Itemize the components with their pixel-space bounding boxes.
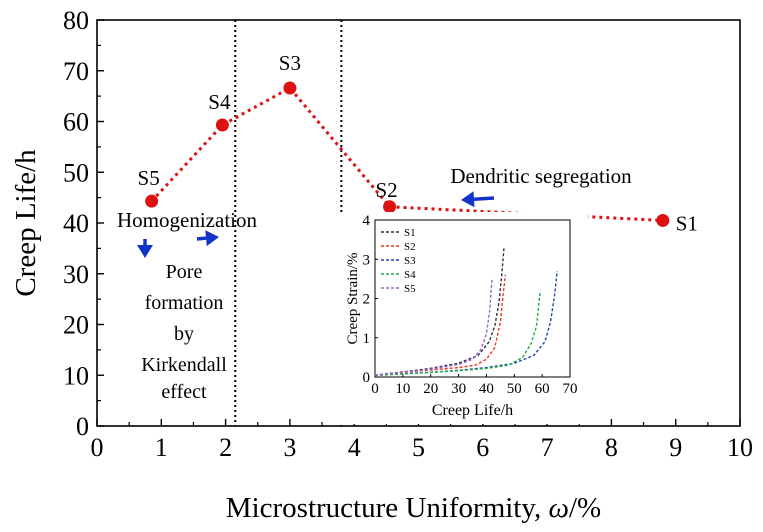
x-tick-label: 4 bbox=[348, 433, 361, 462]
annotation-homogenization: Homogenization bbox=[117, 208, 257, 232]
arrow-head bbox=[461, 191, 475, 208]
inset-y-tick-label: 2 bbox=[363, 292, 371, 308]
arrow-shaft bbox=[196, 236, 207, 241]
arrow-shaft bbox=[473, 196, 495, 201]
annotation-pore-line: effect bbox=[161, 381, 207, 403]
data-point bbox=[283, 81, 297, 95]
arrow-down-icon bbox=[137, 239, 153, 258]
annotation-pore-line: Kirkendall bbox=[141, 354, 227, 376]
arrow-head bbox=[137, 245, 153, 258]
y-tick-label: 0 bbox=[76, 412, 89, 441]
inset-x-tick-label: 0 bbox=[371, 381, 379, 397]
point-label-s1: S1 bbox=[676, 211, 698, 235]
x-tick-label: 0 bbox=[91, 433, 104, 462]
inset-y-axis-title: Creep Strain/% bbox=[345, 252, 361, 344]
annotation-pore-line: formation bbox=[145, 292, 224, 314]
y-tick-label: 60 bbox=[63, 108, 89, 137]
data-point bbox=[145, 194, 159, 208]
data-point bbox=[383, 200, 397, 214]
inset-y-tick-label: 0 bbox=[363, 370, 371, 386]
arrow-head bbox=[205, 230, 219, 247]
data-point bbox=[215, 118, 229, 132]
y-tick-label: 30 bbox=[63, 260, 89, 289]
y-tick-label: 70 bbox=[63, 57, 89, 86]
y-tick-label: 50 bbox=[63, 158, 89, 187]
inset-x-tick-label: 50 bbox=[507, 381, 522, 397]
data-point bbox=[656, 213, 670, 227]
inset-legend-label: S4 bbox=[404, 269, 416, 281]
arrow-left-icon bbox=[461, 191, 495, 208]
inset-legend-label: S3 bbox=[404, 255, 416, 267]
inset-x-tick-label: 70 bbox=[563, 381, 578, 397]
y-tick-label: 20 bbox=[63, 311, 89, 340]
inset-x-tick-label: 30 bbox=[451, 381, 466, 397]
series-line bbox=[150, 86, 663, 222]
x-axis-title: Microstructure Uniformity, ω/% bbox=[226, 492, 601, 524]
inset-x-tick-label: 60 bbox=[535, 381, 550, 397]
inset-y-tick-label: 3 bbox=[363, 252, 371, 268]
x-tick-label: 6 bbox=[476, 433, 489, 462]
inset-x-tick-label: 40 bbox=[479, 381, 494, 397]
annotation-dendritic: Dendritic segregation bbox=[450, 164, 632, 188]
inset-legend-label: S2 bbox=[404, 241, 416, 253]
y-axis-title: Creep Life/h bbox=[10, 149, 42, 297]
point-label-s4: S4 bbox=[208, 90, 231, 114]
inset-x-tick-label: 20 bbox=[423, 381, 438, 397]
inset-legend-label: S1 bbox=[404, 227, 416, 239]
arrow-right-icon bbox=[196, 230, 219, 247]
inset-background bbox=[337, 212, 588, 424]
inset-legend-label: S5 bbox=[404, 283, 416, 295]
x-tick-label: 2 bbox=[219, 433, 232, 462]
point-label-s2: S2 bbox=[375, 178, 397, 202]
point-label-s3: S3 bbox=[279, 51, 301, 75]
x-tick-label: 3 bbox=[283, 433, 296, 462]
x-tick-label: 8 bbox=[605, 433, 618, 462]
point-label-s5: S5 bbox=[138, 166, 160, 190]
inset-x-axis-title: Creep Life/h bbox=[432, 402, 513, 419]
x-tick-label: 5 bbox=[412, 433, 425, 462]
inset-series-s5 bbox=[374, 278, 493, 376]
x-tick-label: 10 bbox=[727, 433, 753, 462]
y-tick-label: 40 bbox=[63, 209, 89, 238]
annotation-pore-line: Pore bbox=[166, 261, 203, 283]
y-tick-label: 80 bbox=[63, 6, 89, 35]
annotation-pore-line: by bbox=[174, 323, 194, 345]
y-tick-label: 10 bbox=[63, 361, 89, 390]
x-tick-label: 1 bbox=[155, 433, 168, 462]
x-tick-label: 9 bbox=[669, 433, 682, 462]
x-tick-label: 7 bbox=[541, 433, 554, 462]
inset-series-s4 bbox=[374, 290, 541, 377]
inset-y-tick-label: 4 bbox=[363, 213, 371, 229]
inset-y-tick-label: 1 bbox=[363, 331, 371, 347]
inset-x-tick-label: 10 bbox=[395, 381, 410, 397]
